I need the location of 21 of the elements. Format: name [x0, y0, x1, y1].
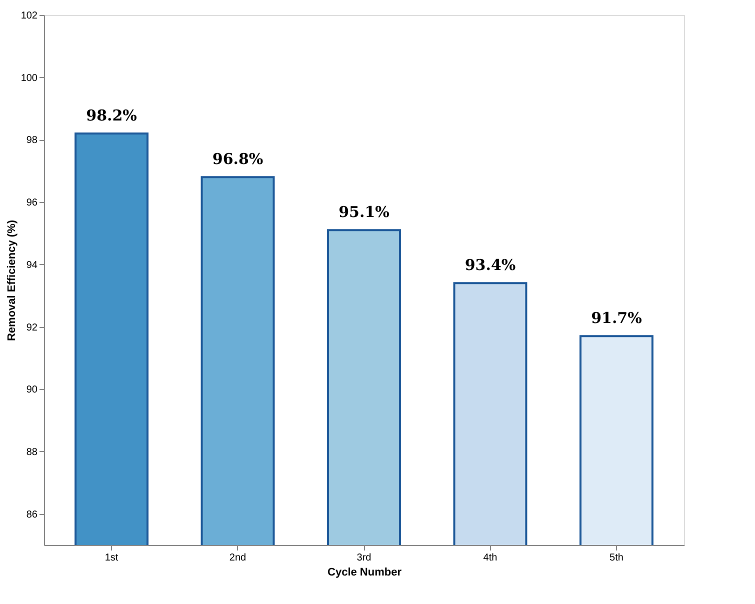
data-label: 98.2% [86, 106, 137, 124]
y-axis-title: Removal Efficiency (%) [6, 220, 18, 342]
x-tick-label: 4th [483, 552, 498, 564]
data-label: 96.8% [212, 150, 264, 168]
x-tick-label: 1st [104, 552, 118, 564]
data-label: 93.4% [464, 256, 516, 274]
x-tick-label: 3rd [356, 552, 372, 564]
y-tick-label: 98 [26, 135, 38, 146]
y-tick-label: 102 [20, 10, 38, 22]
y-tick-label: 92 [26, 322, 38, 334]
y-tick-label: 96 [26, 198, 38, 209]
data-label: 91.7% [591, 309, 642, 328]
y-tick-label: 90 [26, 384, 38, 396]
x-axis-title: Cycle Number [328, 566, 402, 578]
x-tick-label: 2nd [229, 552, 246, 564]
y-tick-label: 100 [20, 72, 38, 84]
y-tick-label: 94 [26, 260, 38, 271]
x-tick-label: 5th [610, 552, 624, 564]
y-tick-label: 86 [26, 509, 38, 520]
data-label: 95.1% [338, 203, 390, 222]
y-tick-label: 88 [26, 446, 38, 458]
